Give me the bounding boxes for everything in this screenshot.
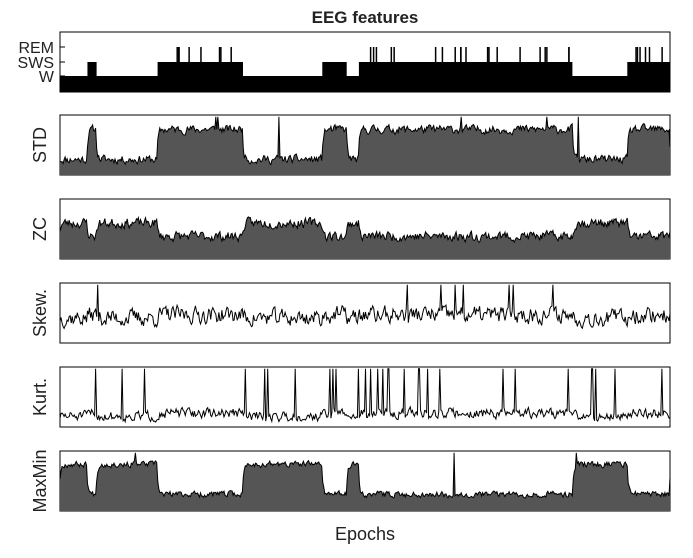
- rem-burst: [200, 47, 202, 62]
- panel-2: STD: [30, 114, 671, 176]
- ylabel-2: STD: [30, 127, 50, 163]
- rem-burst: [372, 47, 375, 62]
- rem-burst: [546, 47, 548, 62]
- rem-burst: [178, 47, 180, 62]
- series-line-4: [59, 284, 671, 330]
- panel-5-frame: [59, 366, 671, 428]
- panel-5: Kurt.: [30, 366, 671, 428]
- rem-burst: [539, 47, 541, 62]
- rem-burst: [218, 47, 221, 62]
- rem-burst: [390, 47, 393, 62]
- hypnogram-segment: [157, 62, 243, 76]
- series-line-2: [59, 116, 671, 166]
- ytick-sws: SWS: [18, 55, 54, 72]
- rem-burst: [434, 47, 437, 62]
- series-area-6: [60, 452, 670, 511]
- ylabel-3: ZC: [30, 217, 50, 241]
- series-line-6: [59, 452, 671, 499]
- panel-4-frame: [59, 282, 671, 344]
- rem-burst: [488, 47, 490, 62]
- hypnogram-segment: [322, 62, 347, 76]
- ytick-rem: REM: [18, 40, 54, 57]
- rem-burst: [393, 47, 395, 62]
- ytick-w: W: [39, 69, 55, 86]
- rem-burst: [636, 47, 639, 62]
- rem-burst: [644, 47, 647, 62]
- rem-burst: [635, 47, 637, 62]
- series-line-5: [59, 368, 671, 424]
- series-area-3: [60, 216, 670, 259]
- rem-burst: [465, 47, 467, 62]
- rem-burst: [176, 47, 178, 62]
- rem-burst: [230, 47, 232, 62]
- ylabel-6: MaxMin: [30, 449, 50, 512]
- hypnogram-segment: [358, 62, 573, 76]
- hypnogram-base: [60, 76, 670, 92]
- hypnogram-segment: [87, 62, 97, 76]
- rem-burst: [375, 47, 378, 62]
- ylabel-5: Kurt.: [30, 378, 50, 416]
- rem-burst: [220, 47, 222, 62]
- rem-burst: [544, 47, 546, 62]
- rem-burst: [188, 47, 190, 62]
- rem-burst: [369, 47, 372, 62]
- hypnogram-segment: [627, 62, 670, 76]
- rem-burst: [648, 47, 651, 62]
- rem-burst: [519, 47, 521, 62]
- panel-6: MaxMin: [30, 449, 671, 513]
- rem-burst: [460, 47, 462, 62]
- rem-burst: [441, 47, 444, 62]
- rem-burst: [454, 47, 456, 62]
- chart-title: EEG features: [312, 8, 419, 27]
- rem-burst: [661, 47, 663, 62]
- rem-burst: [486, 47, 489, 62]
- panel-3: ZC: [30, 198, 671, 260]
- rem-burst: [639, 47, 641, 62]
- panel-4: Skew.: [30, 282, 671, 344]
- rem-burst: [568, 47, 570, 62]
- series-line-3: [59, 215, 671, 244]
- rem-burst: [496, 47, 498, 62]
- x-axis-label: Epochs: [335, 524, 395, 544]
- series-area-2: [60, 116, 670, 175]
- ylabel-4: Skew.: [30, 289, 50, 337]
